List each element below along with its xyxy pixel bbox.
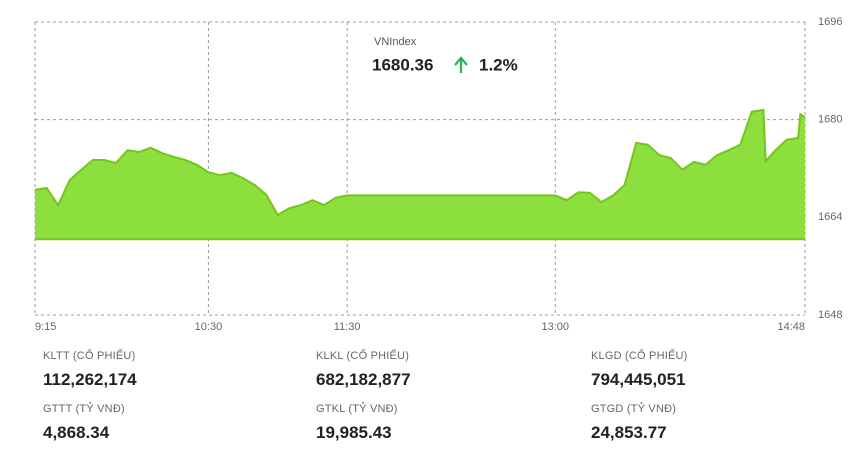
stat-value: 19,985.43 [316, 423, 392, 442]
y-tick-label: 1664 [818, 211, 842, 223]
last-value: 1680.36 [372, 55, 433, 74]
stat: KLTT (CỔ PHIẾU) 112,262,174 [43, 350, 293, 390]
stat-label: KLKL (CỔ PHIẾU) [316, 350, 410, 362]
change: 1.2% [479, 55, 518, 74]
y-tick-label: 1648 [818, 309, 842, 321]
chart-title: VNIndex [374, 36, 417, 48]
x-tick-label: 14:48 [777, 321, 805, 333]
price-line [34, 108, 806, 217]
stat-value: 794,445,051 [591, 370, 686, 389]
up-arrow [454, 56, 468, 73]
stat: GTKL (TỶ VNĐ) 19,985.43 [316, 403, 566, 443]
chart: 1648 1664 1680 1696 9:15 10:30 11:30 13:00 14:48… [34, 16, 842, 333]
x-tick-label: 11:30 [334, 321, 361, 333]
stat-value: 112,262,174 [43, 370, 137, 389]
stat: KLKL (CỔ PHIẾU) 682,182,877 [316, 350, 566, 390]
stat-value: 4,868.34 [43, 423, 110, 442]
stat-label: KLTT (CỔ PHIẾU) [43, 350, 136, 362]
stat-label: GTGD (TỶ VNĐ) [591, 403, 677, 415]
stat-label: KLGD (CỔ PHIẾU) [591, 350, 688, 362]
stat: GTTT (TỶ VNĐ) 4,868.34 [43, 403, 293, 443]
x-tick-label: 9:15 [35, 321, 56, 333]
stat: GTGD (TỶ VNĐ) 24,853.77 [591, 403, 841, 443]
stat-label: GTTT (TỶ VNĐ) [43, 403, 125, 415]
plot: 1648 1664 1680 1696 9:15 10:30 11:30 13:00 14:48 [34, 16, 842, 333]
x-tick-label: 13:00 [542, 321, 570, 333]
stat-value: 24,853.77 [591, 423, 667, 442]
x-tick-label: 10:30 [195, 321, 223, 333]
stat-label: GTKL (TỶ VNĐ) [316, 403, 398, 415]
area-fill [35, 109, 805, 240]
y-tick-label: 1696 [818, 16, 842, 28]
y-tick-label: 1680 [818, 114, 842, 126]
stat: KLGD (CỔ PHIẾU) 794,445,051 [591, 350, 841, 390]
stat-value: 682,182,877 [316, 370, 411, 389]
